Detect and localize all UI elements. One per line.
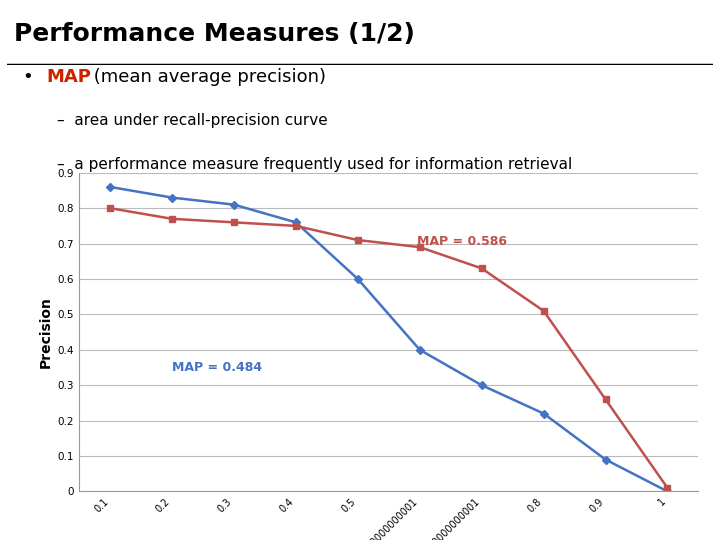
- Text: (mean average precision): (mean average precision): [89, 68, 326, 86]
- Text: MAP = 0.484: MAP = 0.484: [172, 361, 262, 374]
- Text: Performance Measures (1/2): Performance Measures (1/2): [14, 22, 415, 46]
- Text: –  a performance measure frequently used for information retrieval: – a performance measure frequently used …: [57, 157, 572, 172]
- Text: MAP: MAP: [46, 68, 91, 86]
- Text: –  area under recall-precision curve: – area under recall-precision curve: [57, 113, 328, 129]
- Y-axis label: Precision: Precision: [38, 296, 53, 368]
- Text: MAP = 0.586: MAP = 0.586: [417, 235, 507, 248]
- Text: •: •: [23, 68, 33, 86]
